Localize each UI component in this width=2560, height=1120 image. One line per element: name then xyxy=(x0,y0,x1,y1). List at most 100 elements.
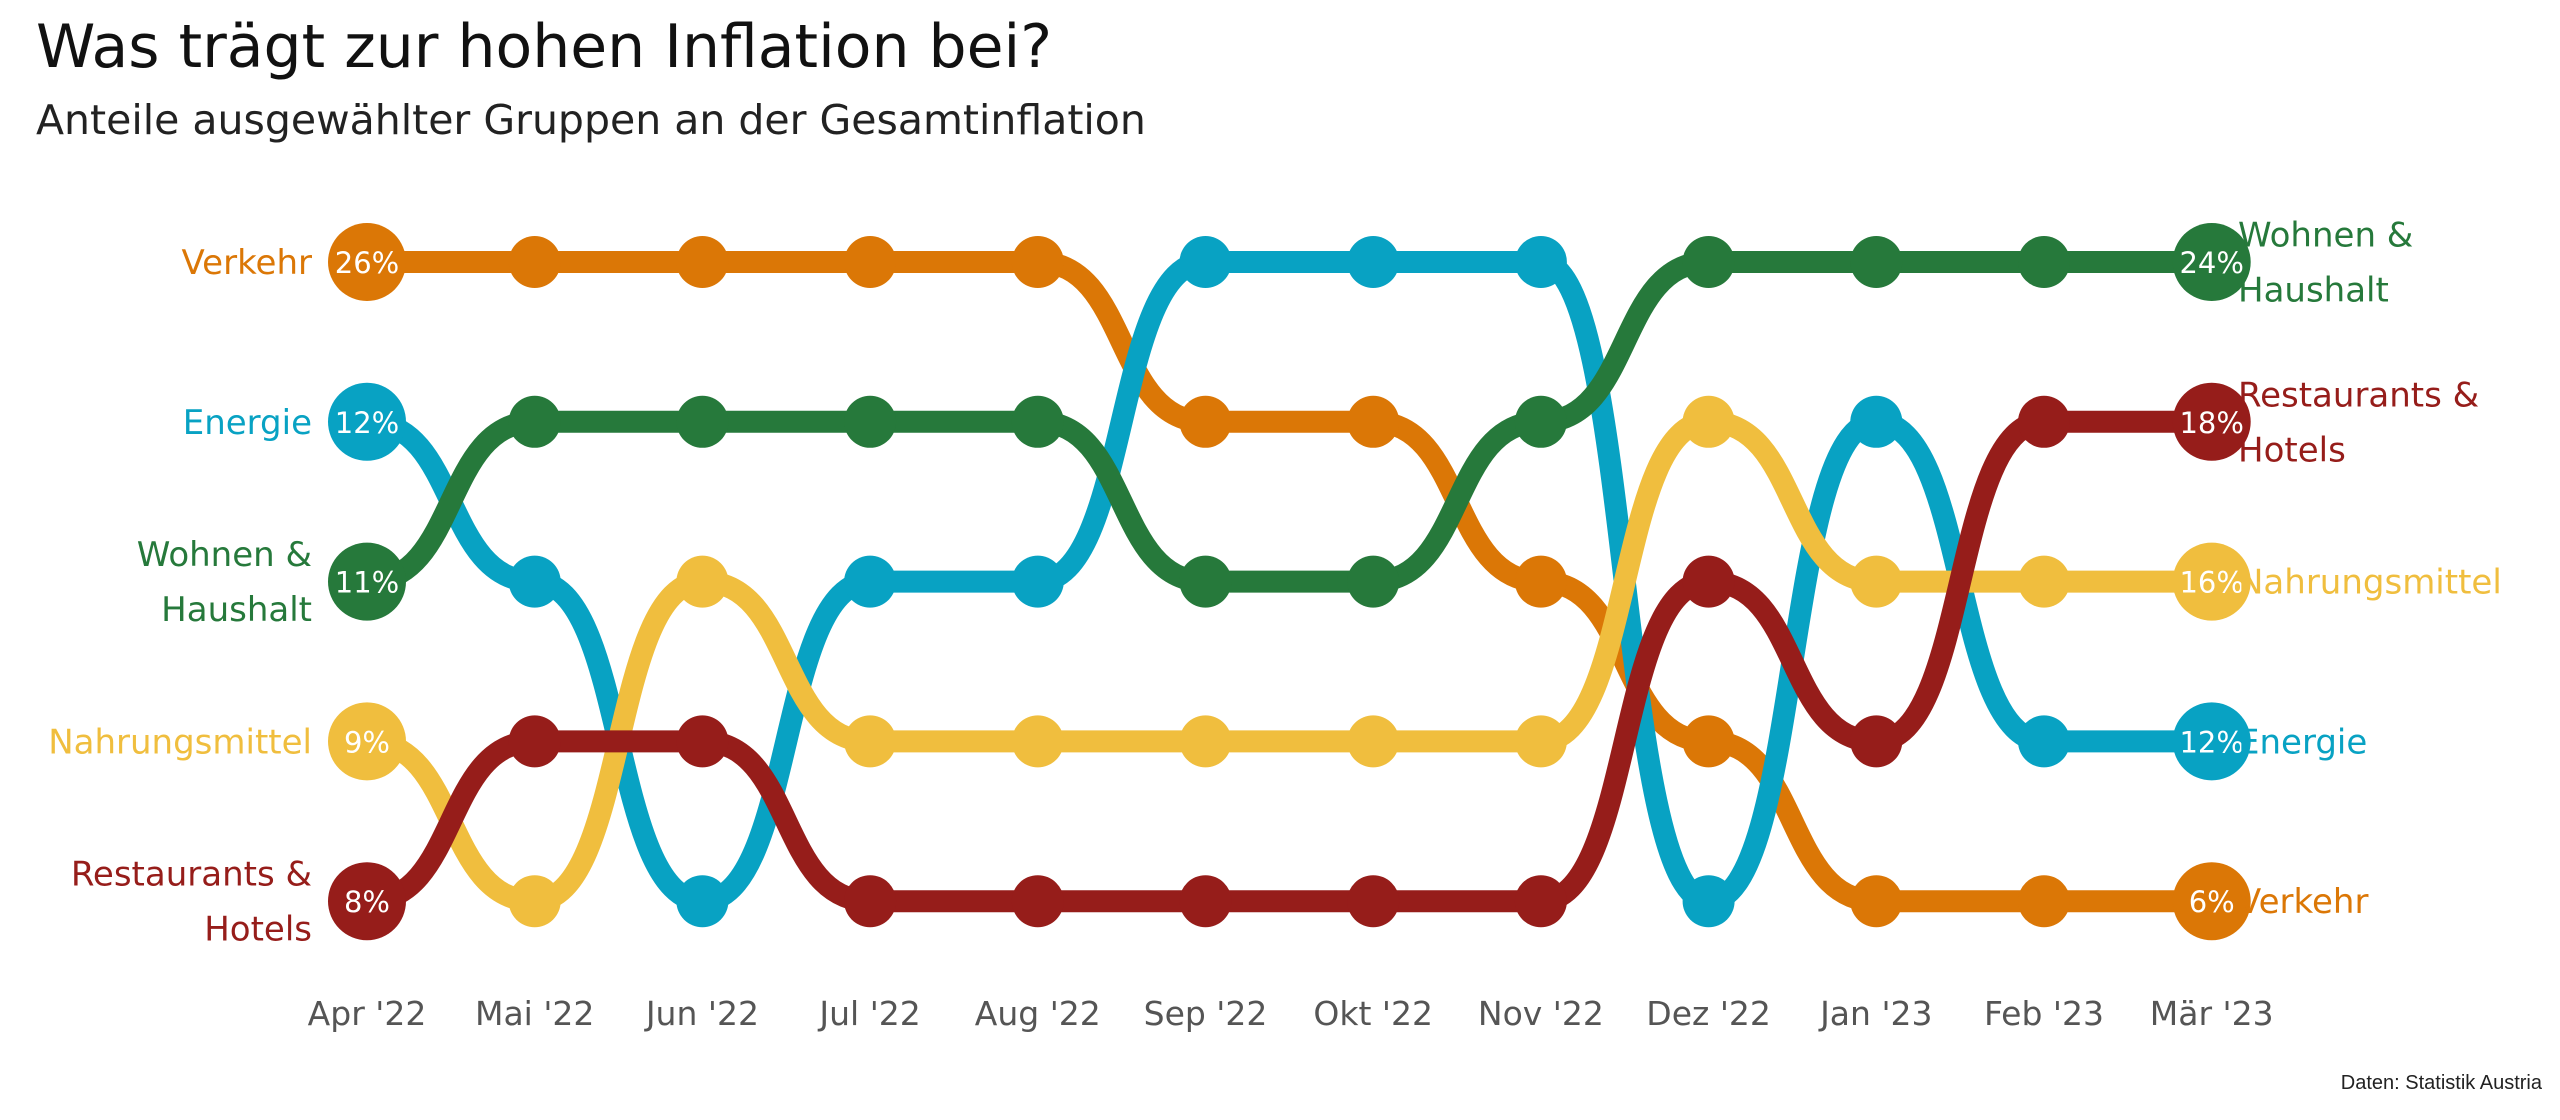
data-point xyxy=(1682,555,1735,608)
data-point xyxy=(676,555,729,608)
data-point xyxy=(1179,236,1232,288)
series-label-left: Energie xyxy=(183,403,312,443)
data-point xyxy=(328,702,406,781)
data-point xyxy=(844,236,897,288)
data-point xyxy=(1011,236,1064,288)
data-point xyxy=(1682,875,1735,928)
data-point xyxy=(2172,382,2251,461)
series-label-right: Energie xyxy=(2238,722,2367,762)
series-label-right: Haushalt xyxy=(2238,271,2389,311)
x-tick-label: Apr '22 xyxy=(308,994,427,1033)
series-label-left: Verkehr xyxy=(182,243,312,283)
data-label: 18% xyxy=(2179,406,2243,440)
data-point xyxy=(1011,555,1064,608)
data-point xyxy=(1682,236,1735,288)
data-point xyxy=(1347,236,1400,288)
data-label: 26% xyxy=(335,246,399,280)
x-tick-label: Aug '22 xyxy=(975,994,1101,1033)
data-point xyxy=(1347,395,1400,448)
series-label-right: Hotels xyxy=(2238,430,2346,470)
data-point xyxy=(844,875,897,928)
x-tick-label: Jan '23 xyxy=(1818,994,1932,1033)
data-source: Daten: Statistik Austria xyxy=(2340,1072,2542,1094)
x-tick-label: Jul '22 xyxy=(817,994,920,1033)
series-points-nahrungsmittel xyxy=(328,395,2251,928)
data-point xyxy=(508,555,561,608)
series-label-right: Wohnen & xyxy=(2238,216,2413,256)
series-points-energie xyxy=(328,236,2251,928)
data-point xyxy=(1514,395,1567,448)
series-label-right: Verkehr xyxy=(2238,882,2368,922)
data-label: 8% xyxy=(344,885,390,919)
data-point xyxy=(508,875,561,928)
data-point xyxy=(676,715,729,768)
data-label: 12% xyxy=(335,406,399,440)
x-tick-label: Feb '23 xyxy=(1984,994,2104,1033)
data-point xyxy=(2172,862,2251,941)
data-point xyxy=(1850,236,1903,288)
data-point xyxy=(508,715,561,768)
series-label-left: Wohnen & xyxy=(137,535,312,575)
chart-title: Was trägt zur hohen Inflation bei? xyxy=(36,12,1053,82)
data-point xyxy=(1514,555,1567,608)
data-point xyxy=(1850,875,1903,928)
series-label-right: Nahrungsmittel xyxy=(2238,563,2502,603)
data-label: 16% xyxy=(2179,566,2243,600)
data-point xyxy=(1179,875,1232,928)
data-point xyxy=(1179,715,1232,768)
x-axis: Apr '22 Mai '22 Jun '22 Jul '22 Aug '22 Sep '… xyxy=(308,994,2274,1033)
data-point xyxy=(2018,555,2070,608)
x-tick-label: Okt '22 xyxy=(1313,994,1433,1033)
data-point xyxy=(2018,395,2070,448)
data-label: 24% xyxy=(2179,246,2243,280)
data-point xyxy=(1514,875,1567,928)
data-point xyxy=(1514,715,1567,768)
data-point xyxy=(2172,223,2251,301)
data-point xyxy=(676,236,729,288)
data-point xyxy=(1514,236,1567,288)
data-point xyxy=(328,542,406,621)
data-point xyxy=(844,395,897,448)
data-point xyxy=(1179,555,1232,608)
series-points-verkehr xyxy=(328,223,2251,941)
data-point xyxy=(1179,395,1232,448)
series-label-left: Nahrungsmittel xyxy=(48,722,312,762)
x-tick-label: Sep '22 xyxy=(1144,994,1268,1033)
data-point xyxy=(844,715,897,768)
data-point xyxy=(1011,395,1064,448)
data-point xyxy=(1850,715,1903,768)
x-tick-label: Jun '22 xyxy=(644,994,759,1033)
data-label: 11% xyxy=(335,566,399,600)
series-label-left: Haushalt xyxy=(161,590,312,630)
series-label-right: Restaurants & xyxy=(2238,375,2479,415)
series-points-restaurants-und-hotels xyxy=(328,382,2251,941)
data-point xyxy=(1011,875,1064,928)
data-point xyxy=(1850,555,1903,608)
data-point xyxy=(2018,236,2070,288)
data-point xyxy=(1347,875,1400,928)
data-point xyxy=(2172,542,2251,621)
x-tick-label: Mai '22 xyxy=(475,994,594,1033)
data-point xyxy=(508,395,561,448)
series-label-left: Hotels xyxy=(204,910,312,950)
data-point xyxy=(328,223,406,301)
x-tick-label: Dez '22 xyxy=(1646,994,1771,1033)
x-tick-label: Mär '23 xyxy=(2150,994,2274,1033)
data-point xyxy=(328,382,406,461)
data-point xyxy=(1347,555,1400,608)
series-points-wohnen-und-haushalt xyxy=(328,223,2251,621)
data-label: 6% xyxy=(2189,885,2235,919)
x-tick-label: Nov '22 xyxy=(1478,994,1604,1033)
data-point xyxy=(844,555,897,608)
data-label: 12% xyxy=(2179,725,2243,759)
data-label: 9% xyxy=(344,725,390,759)
data-point xyxy=(328,862,406,941)
data-point xyxy=(1347,715,1400,768)
data-point xyxy=(1682,395,1735,448)
data-point xyxy=(1850,395,1903,448)
data-point xyxy=(2018,875,2070,928)
data-point xyxy=(676,875,729,928)
data-point xyxy=(2172,702,2251,781)
